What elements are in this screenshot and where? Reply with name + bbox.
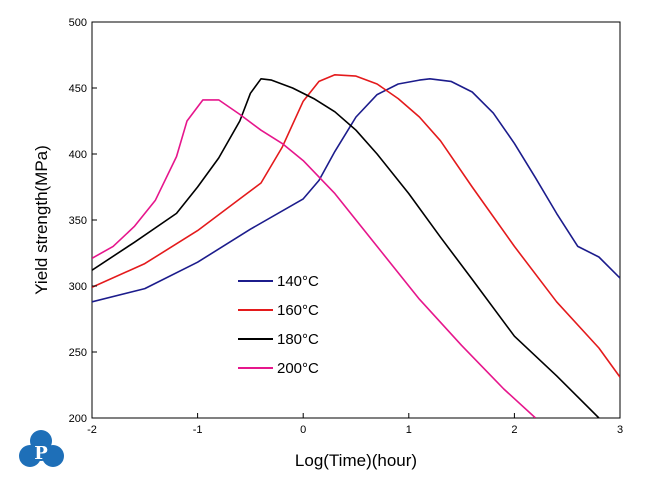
legend-label: 180°C xyxy=(277,331,319,348)
series-line-1 xyxy=(92,78,620,303)
y-tick-label: 250 xyxy=(69,347,87,359)
y-axis-label: Yield strength(MPa) xyxy=(32,145,51,295)
x-tick-label: 2 xyxy=(511,424,517,436)
legend: 140°C 160°C 180°C 200°C xyxy=(238,273,319,377)
series-line-2 xyxy=(92,74,620,378)
x-tick-label: 1 xyxy=(406,424,412,436)
y-tick-label: 350 xyxy=(69,215,87,227)
series-layer xyxy=(92,74,620,418)
logo-icon: P xyxy=(19,430,64,467)
series-line-4 xyxy=(92,99,537,418)
x-axis-label: Log(Time)(hour) xyxy=(295,451,417,470)
legend-label: 140°C xyxy=(277,273,319,290)
y-tick-label: 300 xyxy=(69,281,87,293)
legend-label: 200°C xyxy=(277,360,319,377)
y-tick-label: 450 xyxy=(69,83,87,95)
logo-letter: P xyxy=(34,443,48,464)
x-tick-label: -1 xyxy=(193,424,203,436)
x-tick-label: -2 xyxy=(87,424,97,436)
ticks-layer: -2 -1 0 1 2 3 200 250 300 350 400 450 500 xyxy=(69,17,623,436)
y-tick-label: 400 xyxy=(69,149,87,161)
x-tick-label: 3 xyxy=(617,424,623,436)
y-tick-label: 200 xyxy=(69,413,87,425)
y-tick-label: 500 xyxy=(69,17,87,29)
x-tick-label: 0 xyxy=(300,424,306,436)
series-line-3 xyxy=(92,78,600,418)
legend-label: 160°C xyxy=(277,302,319,319)
